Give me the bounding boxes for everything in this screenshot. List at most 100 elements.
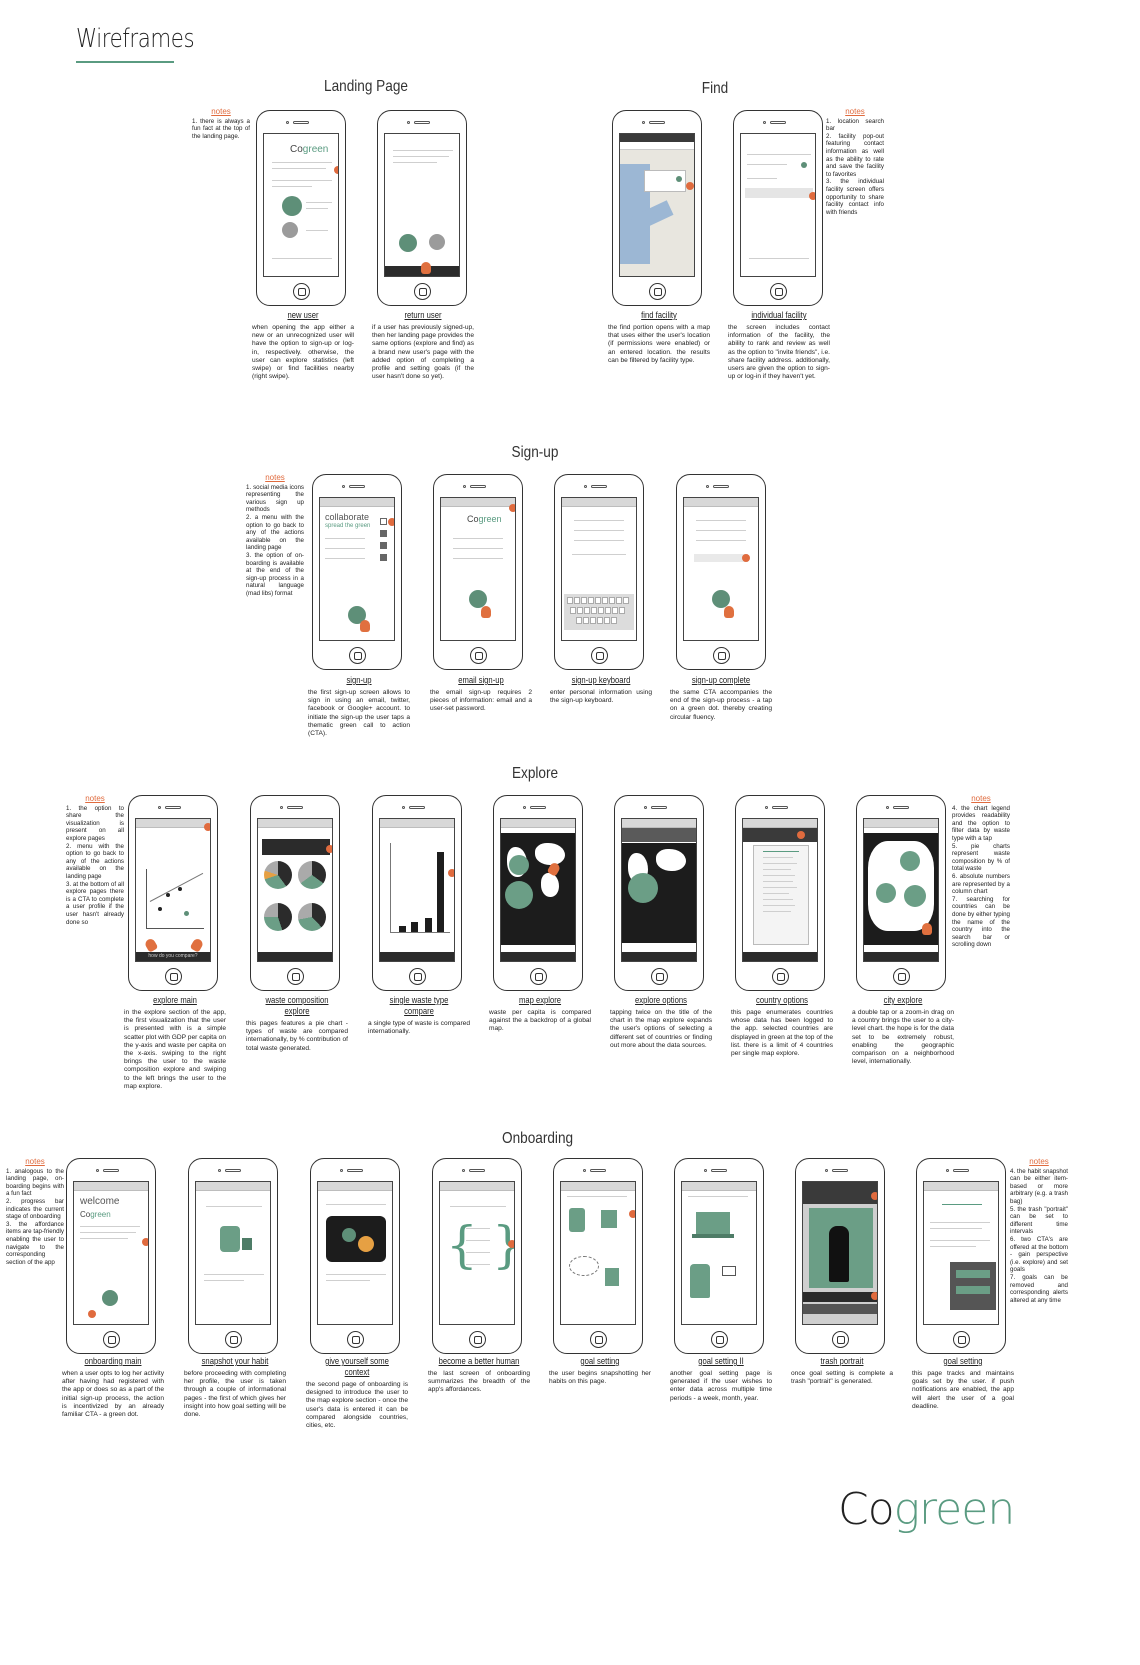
caption-text: enter personal information using the sig… — [550, 689, 652, 705]
phone-signup-complete — [676, 474, 766, 670]
caption-title: onboarding main — [84, 1356, 142, 1366]
notes-signup: notes 1. social media icons representing… — [246, 474, 304, 598]
caption-title: city explore — [883, 995, 923, 1005]
phone-single-waste — [372, 795, 462, 991]
phone-map-explore — [493, 795, 583, 991]
caption-title: explore main — [153, 995, 197, 1005]
caption-text: the user begins snapshotting her habits … — [549, 1370, 651, 1386]
phone-return-user — [377, 110, 467, 306]
notes-title: notes — [971, 794, 991, 803]
caption-return-user: return user if a user has previously sig… — [372, 310, 474, 381]
logo-suffix: green — [893, 1484, 1016, 1535]
phone-explore-options — [614, 795, 704, 991]
phone-snapshot-habit — [188, 1158, 278, 1354]
screen-find-facility — [619, 133, 695, 277]
section-title-signup: Sign-up — [511, 444, 559, 461]
notes-explore-left: notes 1. the option to share the visuali… — [66, 795, 124, 926]
caption-text: another goal setting page is generated i… — [670, 1370, 772, 1402]
notes-text: 4. the habit snapshot can be either item… — [1010, 1167, 1068, 1304]
caption-city-explore: city explore a double tap or a zoom-in d… — [852, 995, 954, 1066]
screen-waste-composition — [257, 818, 333, 962]
phone-city-explore — [856, 795, 946, 991]
caption-title: country options — [756, 995, 808, 1005]
caption-text: before proceeding with completing her pr… — [184, 1370, 286, 1419]
caption-text: the first sign-up screen allows to sign … — [308, 689, 410, 738]
title-underline — [76, 61, 174, 63]
caption-text: this pages features a pie chart - types … — [246, 1020, 348, 1052]
caption-text: this page enumerates countries whose dat… — [731, 1009, 833, 1058]
screen-give-context — [317, 1181, 393, 1325]
caption-text: tapping twice on the title of the chart … — [610, 1009, 712, 1049]
caption-title: find facility — [641, 310, 677, 320]
screen-new-user: Cogreen — [263, 133, 339, 277]
caption-title: waste composition explore — [265, 995, 329, 1016]
screen-explore-main: how do you compare? — [135, 818, 211, 962]
phone-onboarding-main: welcome Cogreen — [66, 1158, 156, 1354]
phone-goal-setting-two — [674, 1158, 764, 1354]
caption-title: map explore — [518, 995, 562, 1005]
caption-signup-complete: sign-up complete the same CTA accompanie… — [670, 675, 772, 722]
welcome-heading: welcome — [80, 1196, 120, 1207]
caption-country-options: country options this page enumerates cou… — [731, 995, 833, 1058]
section-title-onboarding: Onboarding — [502, 1130, 574, 1147]
caption-text: in the explore section of the app, the f… — [124, 1009, 226, 1090]
section-title-landing: Landing Page — [324, 78, 408, 95]
phone-signup: collaborate spread the green — [312, 474, 402, 670]
signup-subheading: spread the green — [325, 523, 371, 529]
caption-waste-composition: waste composition explore this pages fea… — [246, 995, 348, 1053]
notes-text: 1. the option to share the visualization… — [66, 804, 124, 926]
caption-explore-main: explore main in the explore section of t… — [124, 995, 226, 1091]
caption-text: the screen includes contact information … — [728, 324, 830, 381]
section-title-explore: Explore — [511, 765, 559, 782]
caption-title: email sign-up — [458, 675, 504, 685]
caption-title: new user — [287, 310, 319, 320]
notes-onboarding-right: notes 4. the habit snapshot can be eithe… — [1010, 1158, 1068, 1304]
caption-text: the last screen of onboarding summarizes… — [428, 1370, 530, 1394]
phone-explore-main: how do you compare? — [128, 795, 218, 991]
screen-individual-facility — [740, 133, 816, 277]
caption-map-explore: map explore waste per capita is compared… — [489, 995, 591, 1034]
notes-title: notes — [845, 107, 865, 116]
explore-cta: how do you compare? — [148, 953, 198, 959]
screen-better-human: { } — [439, 1181, 515, 1325]
notes-text: 4. the chart legend provides readability… — [952, 804, 1010, 949]
caption-text: if a user has previously signed-up, then… — [372, 324, 474, 381]
notes-text: 1. analogous to the landing page, on-boa… — [6, 1167, 64, 1266]
notes-text: 1. social media icons representing the v… — [246, 483, 304, 597]
phone-give-context — [310, 1158, 400, 1354]
section-title-find: Find — [701, 80, 729, 97]
caption-text: waste per capita is compared against the… — [489, 1009, 591, 1033]
notes-text: 1. location search bar 2. facility pop-o… — [826, 117, 884, 216]
screen-signup-complete — [683, 497, 759, 641]
phone-better-human: { } — [432, 1158, 522, 1354]
screen-email-signup: Cogreen — [440, 497, 516, 641]
screen-snapshot-habit — [195, 1181, 271, 1325]
caption-title: explore options — [635, 995, 687, 1005]
caption-onboarding-main: onboarding main when a user opts to log … — [62, 1356, 164, 1419]
notes-title: notes — [25, 1157, 45, 1166]
notes-explore-right: notes 4. the chart legend provides reada… — [952, 795, 1010, 949]
caption-title: trash portrait — [820, 1356, 864, 1366]
notes-find: notes 1. location search bar 2. facility… — [826, 108, 884, 216]
phone-find-facility — [612, 110, 702, 306]
caption-text: once goal setting is complete a trash "p… — [791, 1370, 893, 1386]
phone-your-goals — [916, 1158, 1006, 1354]
signup-heading: collaborate — [325, 512, 370, 522]
phone-goal-setting — [553, 1158, 643, 1354]
caption-title: sign-up keyboard — [571, 675, 631, 685]
screen-goal-setting-two — [681, 1181, 757, 1325]
caption-title: sign-up complete — [691, 675, 751, 685]
phone-email-signup: Cogreen — [433, 474, 523, 670]
notes-title: notes — [265, 473, 285, 482]
notes-title: notes — [211, 107, 231, 116]
caption-single-waste: single waste type compare a single type … — [368, 995, 470, 1036]
keyboard — [564, 594, 634, 630]
screen-onboarding-main: welcome Cogreen — [73, 1181, 149, 1325]
notes-onboarding-left: notes 1. analogous to the landing page, … — [6, 1158, 64, 1266]
caption-individual-facility: individual facility the screen includes … — [728, 310, 830, 381]
notes-landing: notes 1. there is always a fun fact at t… — [192, 108, 250, 140]
notes-text: 1. there is always a fun fact at the top… — [192, 117, 250, 140]
screen-country-options — [742, 818, 818, 962]
caption-title: goal setting II — [698, 1356, 744, 1366]
phone-new-user: Cogreen — [256, 110, 346, 306]
